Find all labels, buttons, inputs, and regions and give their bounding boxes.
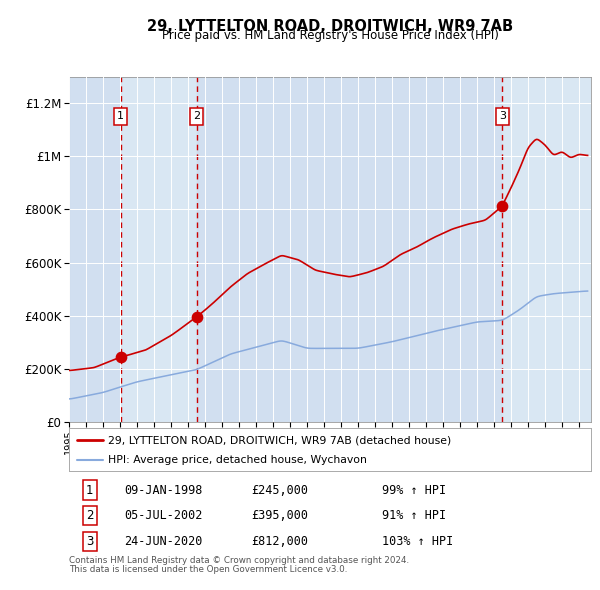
Text: 29, LYTTELTON ROAD, DROITWICH, WR9 7AB: 29, LYTTELTON ROAD, DROITWICH, WR9 7AB <box>147 19 513 34</box>
Text: 24-JUN-2020: 24-JUN-2020 <box>124 535 202 548</box>
Bar <box>502 77 591 422</box>
Text: 3: 3 <box>499 112 506 122</box>
Text: £812,000: £812,000 <box>252 535 309 548</box>
Bar <box>69 77 121 422</box>
Text: 1: 1 <box>86 484 94 497</box>
Bar <box>121 77 197 422</box>
Text: 99% ↑ HPI: 99% ↑ HPI <box>382 484 446 497</box>
Text: 103% ↑ HPI: 103% ↑ HPI <box>382 535 454 548</box>
Text: 91% ↑ HPI: 91% ↑ HPI <box>382 509 446 522</box>
Text: 2: 2 <box>86 509 94 522</box>
Point <box>116 352 125 362</box>
Point <box>192 312 202 322</box>
Text: HPI: Average price, detached house, Wychavon: HPI: Average price, detached house, Wych… <box>108 455 367 465</box>
Bar <box>197 77 502 422</box>
Text: 2: 2 <box>193 112 200 122</box>
Text: 09-JAN-1998: 09-JAN-1998 <box>124 484 202 497</box>
Text: Contains HM Land Registry data © Crown copyright and database right 2024.: Contains HM Land Registry data © Crown c… <box>69 556 409 565</box>
Text: £245,000: £245,000 <box>252 484 309 497</box>
Point <box>497 202 507 211</box>
Text: 05-JUL-2002: 05-JUL-2002 <box>124 509 202 522</box>
Text: Price paid vs. HM Land Registry's House Price Index (HPI): Price paid vs. HM Land Registry's House … <box>161 30 499 42</box>
Text: 1: 1 <box>117 112 124 122</box>
Text: 29, LYTTELTON ROAD, DROITWICH, WR9 7AB (detached house): 29, LYTTELTON ROAD, DROITWICH, WR9 7AB (… <box>108 435 451 445</box>
Text: 3: 3 <box>86 535 94 548</box>
Text: £395,000: £395,000 <box>252 509 309 522</box>
Text: This data is licensed under the Open Government Licence v3.0.: This data is licensed under the Open Gov… <box>69 565 347 574</box>
